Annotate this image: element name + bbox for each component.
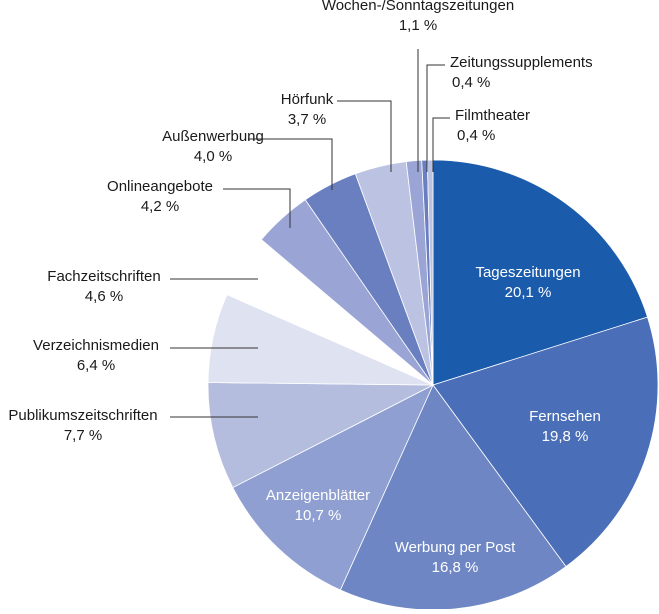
slice-value-verzeichnismedien: 6,4 %	[77, 357, 115, 374]
slice-value-zeitungssupplements: 0,4 %	[452, 74, 490, 91]
slice-value-hoerfunk: 3,7 %	[288, 111, 326, 128]
slice-value-tageszeitungen: 20,1 %	[505, 284, 552, 301]
slice-label-publikumszeitschriften: Publikumszeitschriften	[8, 407, 157, 424]
slices-layer	[207, 159, 659, 611]
slice-label-onlineangebote: Onlineangebote	[107, 178, 213, 195]
slice-label-aussenwerbung: Außenwerbung	[162, 128, 264, 145]
labels-layer: Tageszeitungen 20,1 % Fernsehen 19,8 % Werbu…	[8, 0, 600, 576]
slice-label-hoerfunk: Hörfunk	[281, 91, 334, 108]
slice-value-anzeigenblaetter: 10,7 %	[295, 507, 342, 524]
pie-slice-publikumszeitschriften	[207, 382, 434, 489]
pie-slice-fernsehen	[432, 316, 659, 568]
leader-line-zeitungssupplements	[426, 64, 445, 172]
slice-label-fachzeitschriften: Fachzeitschriften	[47, 268, 160, 285]
leader-line-filmtheater	[432, 117, 450, 172]
slice-label-verzeichnismedien: Verzeichnismedien	[33, 337, 159, 354]
slice-value-onlineangebote: 4,2 %	[141, 198, 179, 215]
leader-lines-layer	[170, 49, 450, 418]
slice-value-filmtheater: 0,4 %	[457, 127, 495, 144]
slice-value-fachzeitschriften: 4,6 %	[85, 288, 123, 305]
pie-slice-anzeigenblaetter	[232, 384, 434, 591]
pie-slice-tageszeitungen	[432, 159, 649, 386]
slice-value-publikumszeitschriften: 7,7 %	[64, 427, 102, 444]
leader-line-aussenwerbung	[248, 138, 333, 190]
slice-label-fernsehen: Fernsehen	[529, 408, 601, 425]
slice-label-filmtheater: Filmtheater	[455, 107, 530, 124]
leader-line-hoerfunk	[337, 100, 392, 172]
slice-value-aussenwerbung: 4,0 %	[194, 148, 232, 165]
slice-label-werbung-per-post: Werbung per Post	[395, 539, 516, 556]
slice-label-anzeigenblaetter: Anzeigenblätter	[266, 487, 370, 504]
slice-value-fernsehen: 19,8 %	[542, 428, 589, 445]
leader-line-onlineangebote	[223, 188, 291, 228]
slice-label-tageszeitungen: Tageszeitungen	[475, 264, 580, 281]
slice-label-wochen-sonntagszeitungen: Wochen-/Sonntagszeitungen	[322, 0, 514, 14]
slice-value-werbung-per-post: 16,8 %	[432, 559, 479, 576]
slice-value-wochen-sonntagszeitungen: 1,1 %	[399, 17, 437, 34]
slice-label-zeitungssupplements: Zeitungssupplements	[450, 54, 593, 71]
